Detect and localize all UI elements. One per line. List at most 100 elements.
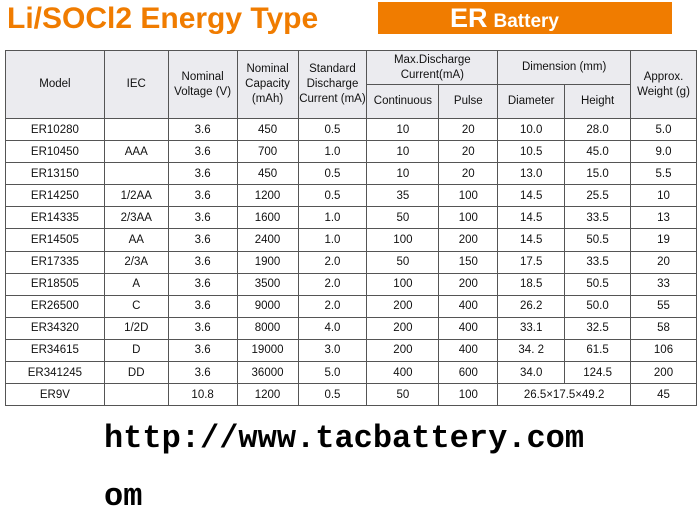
table-cell: 3.6 bbox=[167, 228, 238, 252]
table-cell: 3.6 bbox=[167, 184, 238, 208]
table-cell: 9000 bbox=[236, 294, 299, 318]
spec-table: Model IEC Nominal Voltage (V) Nominal Ca… bbox=[5, 50, 697, 407]
table-cell: 45 bbox=[630, 383, 697, 407]
table-row: ER14335 2/3AA 3.6 1600 1.0 50 100 14.5 33.5 13 bbox=[5, 206, 697, 230]
table-cell: 400 bbox=[366, 361, 440, 385]
table-cell: 0.5 bbox=[297, 383, 368, 407]
title: Li/SOCl2 Energy Type bbox=[7, 2, 319, 35]
table-cell: 14.5 bbox=[497, 206, 566, 230]
table-cell: 450 bbox=[236, 162, 299, 186]
table-cell: 106 bbox=[630, 338, 697, 363]
table-cell: 15.0 bbox=[564, 162, 632, 186]
table-cell: ER14505 bbox=[5, 228, 105, 252]
table-cell bbox=[103, 117, 169, 142]
table-cell: 150 bbox=[438, 250, 499, 274]
table-cell: ER14250 bbox=[5, 184, 105, 208]
table-cell: 8000 bbox=[236, 316, 299, 340]
table-cell: 10 bbox=[366, 117, 440, 142]
table-cell: 26.5×17.5×49.2 bbox=[497, 383, 632, 407]
table-cell: 3.0 bbox=[297, 338, 368, 363]
table-cell: 0.5 bbox=[297, 162, 368, 186]
table-cell: 20 bbox=[438, 117, 499, 142]
table-cell: 5.0 bbox=[630, 117, 697, 142]
table-cell: 1/2D bbox=[103, 316, 169, 340]
table-cell: 35 bbox=[366, 184, 440, 208]
table-cell: 2/3AA bbox=[103, 206, 169, 230]
table-row: ER341245 DD 3.6 36000 5.0 400 600 34.0 124.5 200 bbox=[5, 361, 697, 385]
table-cell: 14.5 bbox=[497, 228, 566, 252]
table-row: ER14250 1/2AA 3.6 1200 0.5 35 100 14.5 25.5 10 bbox=[5, 184, 697, 208]
table-cell: ER13150 bbox=[5, 162, 105, 186]
table-cell: 50 bbox=[366, 250, 440, 274]
table-row: ER18505 A 3.6 3500 2.0 100 200 18.5 50.5 33 bbox=[5, 272, 697, 296]
table-cell: ER14335 bbox=[5, 206, 105, 230]
table-cell: 1200 bbox=[236, 383, 299, 407]
table-cell: 3500 bbox=[236, 272, 299, 296]
table-cell: 3.6 bbox=[167, 316, 238, 340]
text-fragment: om bbox=[104, 478, 143, 515]
badge-word: Battery bbox=[493, 11, 559, 32]
table-cell: 1200 bbox=[236, 184, 299, 208]
badge-code: ER bbox=[450, 3, 488, 33]
table-cell: 3.6 bbox=[167, 294, 238, 318]
table-cell: 10.8 bbox=[167, 383, 238, 407]
table-cell: DD bbox=[103, 361, 169, 385]
table-cell: 200 bbox=[630, 361, 697, 385]
table-cell: ER341245 bbox=[5, 361, 105, 385]
table-cell: 14.5 bbox=[497, 184, 566, 208]
table-cell: C bbox=[103, 294, 169, 318]
table-cell: 3.6 bbox=[167, 206, 238, 230]
table-cell: 20 bbox=[630, 250, 697, 274]
table-cell: 32.5 bbox=[564, 316, 632, 340]
table-cell: 5.0 bbox=[297, 361, 368, 385]
table-row: ER26500 C 3.6 9000 2.0 200 400 26.2 50.0 55 bbox=[5, 294, 697, 318]
table-cell: 33.1 bbox=[497, 316, 566, 340]
table-cell: 45.0 bbox=[564, 140, 632, 164]
table-cell: 28.0 bbox=[564, 117, 632, 142]
header-cell: Dimension (mm) bbox=[497, 50, 632, 85]
table-cell: 20 bbox=[438, 140, 499, 164]
table-cell: 3.6 bbox=[167, 272, 238, 296]
table-cell: 3.6 bbox=[167, 117, 238, 142]
table-cell: 55 bbox=[630, 294, 697, 318]
header-cell: Standard Discharge Current (mA) bbox=[297, 50, 368, 119]
header-cell: Continuous bbox=[366, 84, 440, 119]
header-cell: Nominal Voltage (V) bbox=[167, 50, 238, 119]
table-row: ER34320 1/2D 3.6 8000 4.0 200 400 33.1 32.5 58 bbox=[5, 316, 697, 340]
page: Li/SOCl2 Energy Type ER Battery Model IEC… bbox=[5, 2, 697, 515]
table-cell: 3.6 bbox=[167, 162, 238, 186]
table-row: ER17335 2/3A 3.6 1900 2.0 50 150 17.5 33.5 20 bbox=[5, 250, 697, 274]
table-cell: 1900 bbox=[236, 250, 299, 274]
header-cell: IEC bbox=[103, 50, 169, 119]
table-cell: AAA bbox=[103, 140, 169, 164]
table-cell: 0.5 bbox=[297, 184, 368, 208]
table-cell: 26.2 bbox=[497, 294, 566, 318]
table-cell: 3.6 bbox=[167, 361, 238, 385]
table-cell: ER34615 bbox=[5, 338, 105, 363]
table-cell: 100 bbox=[438, 383, 499, 407]
table-cell: 2400 bbox=[236, 228, 299, 252]
table-cell: 2.0 bbox=[297, 250, 368, 274]
table-cell: ER34320 bbox=[5, 316, 105, 340]
table-cell: 1.0 bbox=[297, 228, 368, 252]
table-cell: 100 bbox=[438, 206, 499, 230]
header-cell: Diameter bbox=[497, 84, 566, 119]
badge: ER Battery bbox=[378, 2, 672, 34]
table-cell: 400 bbox=[438, 294, 499, 318]
table-cell: 100 bbox=[366, 228, 440, 252]
table-cell: A bbox=[103, 272, 169, 296]
table-cell: 1.0 bbox=[297, 140, 368, 164]
url: http://www.tacbattery.com bbox=[104, 420, 585, 457]
table-cell: 100 bbox=[438, 184, 499, 208]
table-cell: 58 bbox=[630, 316, 697, 340]
table-cell: 34. 2 bbox=[497, 338, 566, 363]
table-cell: 200 bbox=[366, 316, 440, 340]
table-cell: 33 bbox=[630, 272, 697, 296]
table-cell: ER17335 bbox=[5, 250, 105, 274]
table-cell: 1600 bbox=[236, 206, 299, 230]
table-row: ER13150 3.6 450 0.5 10 20 13.0 15.0 5.5 bbox=[5, 162, 697, 186]
table-row: ER34615 D 3.6 19000 3.0 200 400 34. 2 61.5 106 bbox=[5, 338, 697, 363]
table-cell: ER18505 bbox=[5, 272, 105, 296]
table-cell: 3.6 bbox=[167, 338, 238, 363]
table-cell: 400 bbox=[438, 316, 499, 340]
